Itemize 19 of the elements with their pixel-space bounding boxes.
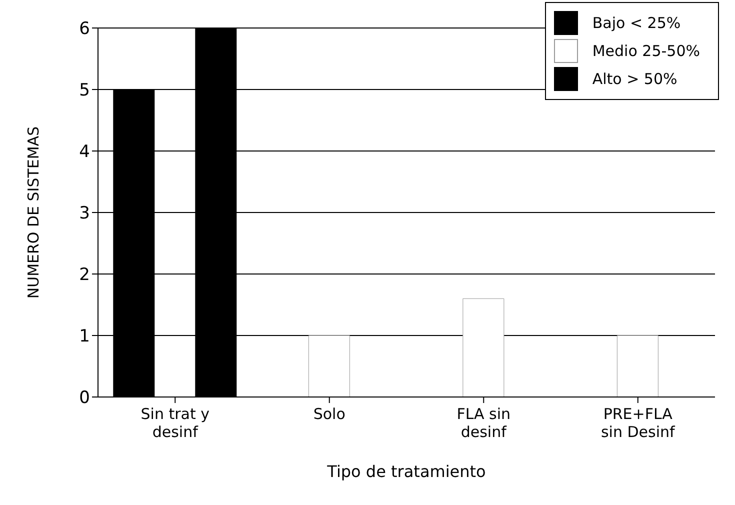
y-tick-label: 2: [79, 265, 90, 286]
y-tick-label: 4: [79, 142, 90, 162]
x-tick-label: Solo: [313, 405, 346, 423]
x-tick-label: FLA sin desinf: [456, 405, 511, 441]
y-axis-title: NUMERO DE SISTEMAS: [24, 126, 42, 299]
y-tick-label: 1: [79, 326, 90, 347]
x-axis-title: Tipo de tratamiento: [326, 462, 486, 481]
legend-label: Medio 25-50%: [592, 42, 700, 60]
legend-label: Alto > 50%: [592, 70, 678, 88]
x-tick-label: Sin trat y desinf: [140, 405, 210, 441]
y-tick-label: 0: [79, 388, 90, 408]
y-tick-label: 6: [79, 19, 90, 40]
legend-label: Bajo < 25%: [592, 14, 681, 32]
x-tick-label: PRE+FLA sin Desinf: [600, 405, 676, 441]
bar: [462, 298, 504, 397]
bar: [616, 335, 658, 397]
y-tick-label: 3: [79, 204, 90, 224]
y-tick-label: 5: [79, 80, 90, 101]
bar: [308, 335, 350, 397]
